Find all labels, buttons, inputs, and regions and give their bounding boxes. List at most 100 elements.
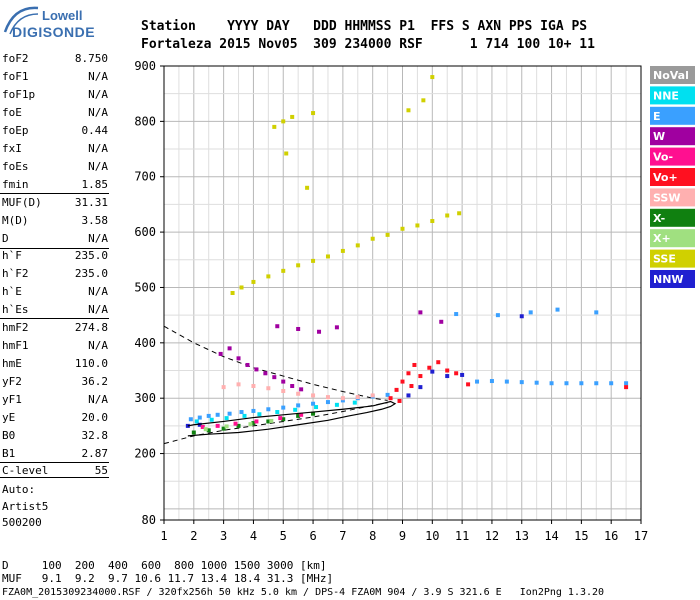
param-row: M(D) 3.58 [2, 212, 108, 229]
param-value: 36.2 [81, 375, 109, 388]
x-tick-label: 6 [309, 529, 316, 543]
echo-point-NNE [257, 412, 262, 417]
param-name: hmE [2, 357, 22, 370]
echo-point-Vo+ [388, 396, 393, 401]
x-tick-label: 16 [604, 529, 618, 543]
echo-point-Vo- [200, 424, 205, 429]
param-value: 235.0 [74, 267, 108, 280]
echo-point-W [263, 371, 268, 376]
y-tick-label: 200 [134, 447, 156, 461]
echo-point-NNE [334, 402, 339, 407]
echo-point-SSW [296, 391, 301, 396]
param-name: C-level [2, 464, 49, 477]
echo-point-NNE [209, 417, 214, 422]
echo-point-X- [311, 411, 316, 416]
param-name: foE [2, 106, 22, 119]
echo-point-NNE [194, 419, 199, 424]
echo-point-E [528, 310, 533, 315]
legend-label: W [653, 130, 665, 143]
echo-point-SSE [284, 151, 289, 156]
param-row: hmF1 N/A [2, 337, 108, 354]
param-name: foF2 [2, 52, 29, 65]
param-name: fmin [2, 178, 29, 191]
param-value: N/A [88, 142, 108, 155]
param-separator [0, 193, 109, 194]
x-tick-label: 4 [250, 529, 257, 543]
x-tick-label: 13 [515, 529, 529, 543]
y-tick-label: 900 [134, 59, 156, 73]
x-tick-label: 3 [220, 529, 227, 543]
param-value: N/A [88, 106, 108, 119]
echo-point-W [218, 351, 223, 356]
echo-point-E [489, 379, 494, 384]
x-tick-label: 8 [369, 529, 376, 543]
echo-point-Vo+ [409, 384, 414, 389]
logo-arc-icon [3, 6, 39, 35]
param-value: 2.87 [81, 447, 109, 460]
echo-point-SSE [421, 98, 426, 103]
echo-point-SSE [457, 211, 462, 216]
param-value: 1.85 [81, 178, 109, 191]
echo-point-NNW [519, 314, 524, 319]
echo-point-W [254, 367, 259, 372]
param-value: N/A [88, 285, 108, 298]
echo-point-Vo+ [454, 371, 459, 376]
echo-point-Vo+ [412, 362, 417, 367]
echo-point-Vo+ [400, 379, 405, 384]
echo-point-SSW [340, 396, 345, 401]
param-name: B0 [2, 429, 16, 442]
x-tick-label: 14 [544, 529, 558, 543]
echo-point-SSE [325, 254, 330, 259]
echo-point-X- [236, 423, 241, 428]
echo-point-E [215, 412, 220, 417]
echo-point-Vo- [254, 419, 259, 424]
param-row: foEs N/A [2, 158, 108, 175]
echo-point-E [549, 381, 554, 386]
legend-label: NoVal [653, 69, 689, 82]
echo-point-W [245, 362, 250, 367]
echo-point-SSW [266, 386, 271, 391]
echo-point-E [197, 415, 202, 420]
param-row: B1 2.87 [2, 445, 108, 462]
y-tick-label: 80 [142, 513, 156, 527]
echo-point-SSE [230, 291, 235, 295]
echo-point-E [311, 401, 316, 406]
echo-point-E [594, 310, 599, 315]
echo-point-Vo- [215, 423, 220, 428]
echo-point-SSW [281, 388, 286, 393]
echo-point-SSW [355, 395, 360, 400]
param-name: yF1 [2, 393, 22, 406]
logo-line2: DIGISONDE [12, 24, 96, 40]
echo-point-SSE [281, 119, 286, 124]
y-tick-label: 500 [134, 280, 156, 294]
echo-point-Vo+ [436, 360, 441, 365]
echo-point-SSE [340, 248, 345, 253]
echo-point-SSE [272, 124, 277, 129]
echo-point-W [334, 325, 339, 330]
legend-swatch [650, 127, 695, 146]
echo-point-Vo- [299, 412, 304, 417]
legend-label: NNW [653, 273, 684, 286]
legend-label: Vo- [653, 151, 673, 164]
legend-swatch [650, 66, 695, 84]
chart-grid [163, 65, 642, 520]
param-value: 20.0 [81, 411, 109, 424]
y-tick-label: 400 [134, 336, 156, 350]
echo-point-SSE [445, 213, 450, 218]
param-row: C-level 55 [2, 462, 108, 479]
y-tick-label: 700 [134, 170, 156, 184]
echo-point-W [272, 375, 277, 380]
param-row: foF1p N/A [2, 86, 108, 103]
param-row: fmin 1.85 [2, 176, 108, 193]
echo-point-E [340, 398, 345, 403]
x-tick-label: 2 [190, 529, 197, 543]
param-row: foF1 N/A [2, 68, 108, 85]
echo-points [185, 75, 629, 435]
echo-point-Vo- [233, 421, 238, 426]
dashed-line-upper-bound [163, 325, 388, 401]
echo-point-E [454, 312, 459, 317]
param-name: h`Es [2, 303, 29, 316]
logo-line1: Lowell [42, 8, 83, 23]
echo-point-NNW [418, 385, 423, 390]
param-value: 32.8 [81, 429, 109, 442]
